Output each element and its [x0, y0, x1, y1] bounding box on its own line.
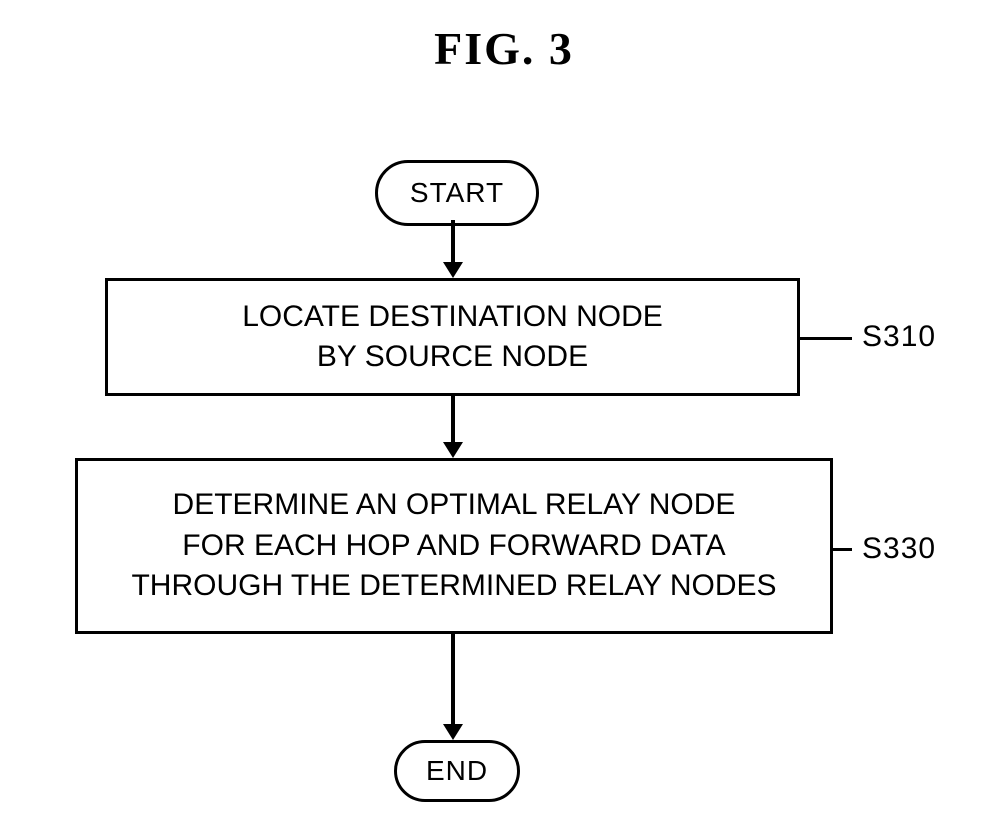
flow-arrow-3 [453, 634, 454, 740]
flow-step-s330-line2: FOR EACH HOP AND FORWARD DATA [182, 529, 725, 562]
flow-step-s310-line1: LOCATE DESTINATION NODE [242, 300, 663, 333]
flow-tick-s310 [800, 337, 852, 340]
flow-step-s330-line1: DETERMINE AN OPTIMAL RELAY NODE [173, 488, 736, 521]
flow-arrow-2 [453, 396, 454, 458]
flow-step-s310-text: LOCATE DESTINATION NODE BY SOURCE NODE [242, 297, 663, 378]
flow-start-label: START [410, 177, 504, 209]
flow-end-terminator: END [394, 740, 520, 802]
flow-step-s330-id: S330 [862, 532, 936, 566]
flow-tick-s330 [833, 548, 852, 551]
figure-canvas: FIG. 3 START LOCATE DESTINATION NODE BY … [0, 0, 1008, 835]
flow-step-s310-line2: BY SOURCE NODE [317, 340, 588, 373]
flow-start-terminator: START [375, 160, 539, 226]
flow-end-label: END [426, 755, 488, 787]
flow-step-s310-id: S310 [862, 320, 936, 354]
flow-arrow-1 [453, 220, 454, 278]
flow-step-s330-text: DETERMINE AN OPTIMAL RELAY NODE FOR EACH… [131, 485, 776, 607]
flow-step-s330-line3: THROUGH THE DETERMINED RELAY NODES [131, 569, 776, 602]
flow-step-s310: LOCATE DESTINATION NODE BY SOURCE NODE [105, 278, 800, 396]
flow-step-s330: DETERMINE AN OPTIMAL RELAY NODE FOR EACH… [75, 458, 833, 634]
figure-title: FIG. 3 [0, 22, 1008, 75]
